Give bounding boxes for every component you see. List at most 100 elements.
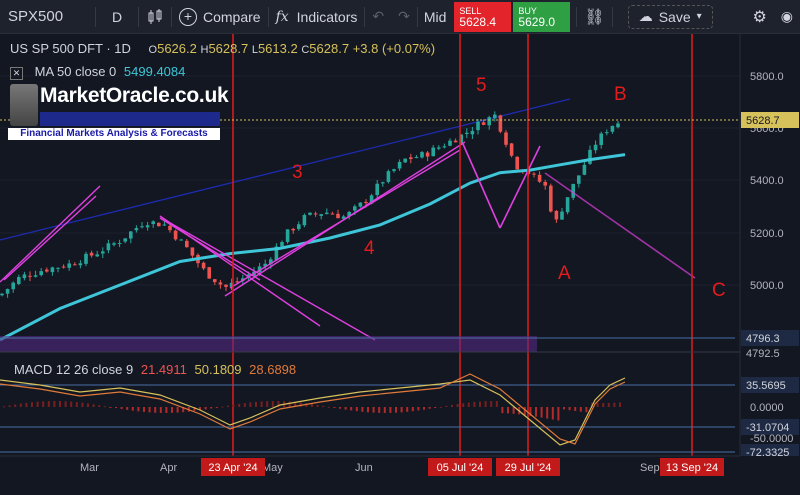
macd-bar: [81, 402, 84, 407]
candle-body: [498, 115, 503, 132]
ma-legend[interactable]: ✕ MA 50 close 0 5499.4084: [10, 64, 185, 80]
macd-bar: [75, 402, 78, 407]
price-axis-bg: [740, 34, 800, 495]
sell-label: SELL: [459, 5, 482, 16]
candle-body: [257, 266, 262, 273]
macd-bar: [327, 406, 330, 408]
macd-bar: [428, 407, 431, 409]
candle-body: [291, 228, 295, 231]
plus-circle-icon: +: [179, 7, 197, 26]
macd-bar: [383, 407, 386, 413]
date-tag-bg: [428, 458, 492, 476]
candle-body: [409, 157, 413, 160]
macd-bar: [3, 406, 5, 408]
trend-line: [229, 149, 461, 289]
high-label: H: [200, 44, 209, 56]
macd-line: [0, 377, 626, 446]
top-toolbar: SPX500 D + Compare fx Indicators ↶ ↷ Mid…: [0, 0, 800, 34]
macd-bar: [59, 401, 61, 407]
macd-bar: [546, 407, 549, 419]
collapse-icon[interactable]: ✕: [10, 67, 23, 80]
candle-body: [364, 201, 368, 204]
macd-bar: [473, 401, 476, 407]
buy-label: BUY: [518, 5, 537, 16]
macd-bar: [70, 401, 73, 407]
trend-channel: [0, 98, 571, 241]
candle-body: [95, 254, 99, 257]
divider: [138, 6, 139, 27]
macd-bar: [367, 407, 369, 413]
macd-bar: [193, 407, 196, 411]
candle-body: [470, 130, 475, 135]
candle-body: [207, 267, 211, 279]
macd-legend[interactable]: MACD 12 26 close 9 21.4911 50.1809 28.68…: [14, 362, 296, 377]
macd-bar: [311, 404, 313, 407]
chart-type-button[interactable]: [139, 0, 171, 33]
camera-icon: ◉: [780, 8, 793, 24]
symbol-search[interactable]: SPX500: [8, 8, 64, 25]
candle-body: [560, 211, 564, 220]
macd-bar: [305, 403, 308, 407]
macd-bar: [574, 407, 577, 411]
divider: [171, 6, 172, 27]
candle-body: [89, 252, 94, 256]
ma-label: MA 50 close 0: [34, 64, 117, 79]
macd-bar: [199, 407, 201, 411]
price-tick-label: 5000.0: [750, 280, 784, 292]
wave-labels: 3 4 5 A B C: [292, 75, 726, 301]
redo-button[interactable]: ↷: [391, 0, 417, 33]
candle-body: [297, 224, 301, 230]
macd-bar: [501, 407, 504, 414]
macd-bar: [126, 407, 129, 410]
candle-body: [129, 231, 133, 239]
macd-bar: [204, 407, 207, 410]
macd-bar: [495, 401, 498, 407]
legend-title: US SP 500 DFT · 1D: [10, 41, 131, 56]
macd-bar: [479, 401, 481, 407]
macd-bar: [316, 404, 319, 407]
candle-body: [0, 293, 4, 296]
macd-bar: [294, 401, 297, 407]
undo-button[interactable]: ↶: [365, 0, 391, 33]
link-button[interactable]: ⛓: [577, 0, 611, 33]
candle-body: [515, 156, 519, 170]
ma-50-line: [0, 153, 626, 342]
time-axis[interactable]: Mar Apr May Jun Sep 23 Apr '24 05 Jul '24 29 Ju…: [80, 458, 724, 476]
macd-bar: [395, 407, 397, 413]
logo-subtitle: Financial Markets Analysis & Forecasts: [8, 128, 220, 140]
buy-button[interactable]: BUY 5629.0: [513, 1, 571, 32]
macd-bar: [445, 405, 448, 407]
candle-body: [101, 251, 105, 254]
candle-body: [442, 146, 447, 148]
macd-bar: [103, 406, 106, 408]
compare-button[interactable]: + Compare: [172, 0, 268, 33]
candle-body: [605, 132, 609, 134]
macd-bar: [462, 403, 465, 407]
macd-bar: [92, 404, 95, 407]
gear-icon: ⚙: [752, 8, 767, 26]
divider: [576, 6, 578, 27]
interval-selector[interactable]: D: [111, 8, 123, 25]
low-label: L: [251, 44, 258, 56]
camera-button[interactable]: ◉: [774, 0, 800, 33]
indicators-button[interactable]: fx Indicators: [269, 0, 365, 33]
candle-body: [134, 228, 139, 231]
macd-bar: [585, 407, 588, 413]
candle-body: [235, 281, 239, 283]
macd-bar: [322, 405, 325, 407]
save-button[interactable]: ☁ Save ▾: [627, 4, 713, 29]
settings-button[interactable]: ⚙: [745, 0, 773, 33]
open-value: 5626.2: [157, 41, 197, 56]
candle-body: [112, 243, 116, 245]
price-type-selector[interactable]: Mid: [423, 8, 447, 25]
macd-bar: [36, 401, 39, 407]
candle-body: [269, 259, 273, 265]
macd-value-1: 21.4911: [140, 362, 187, 377]
sell-button[interactable]: SELL 5628.4: [454, 1, 512, 32]
macd-bar: [238, 403, 241, 407]
macd-bar: [266, 401, 269, 407]
divider: [95, 6, 96, 27]
macd-bar: [523, 407, 526, 416]
price-chart[interactable]: 5800.05600.05400.05200.05000.05628.74796…: [0, 34, 800, 495]
candle-body: [554, 210, 559, 220]
